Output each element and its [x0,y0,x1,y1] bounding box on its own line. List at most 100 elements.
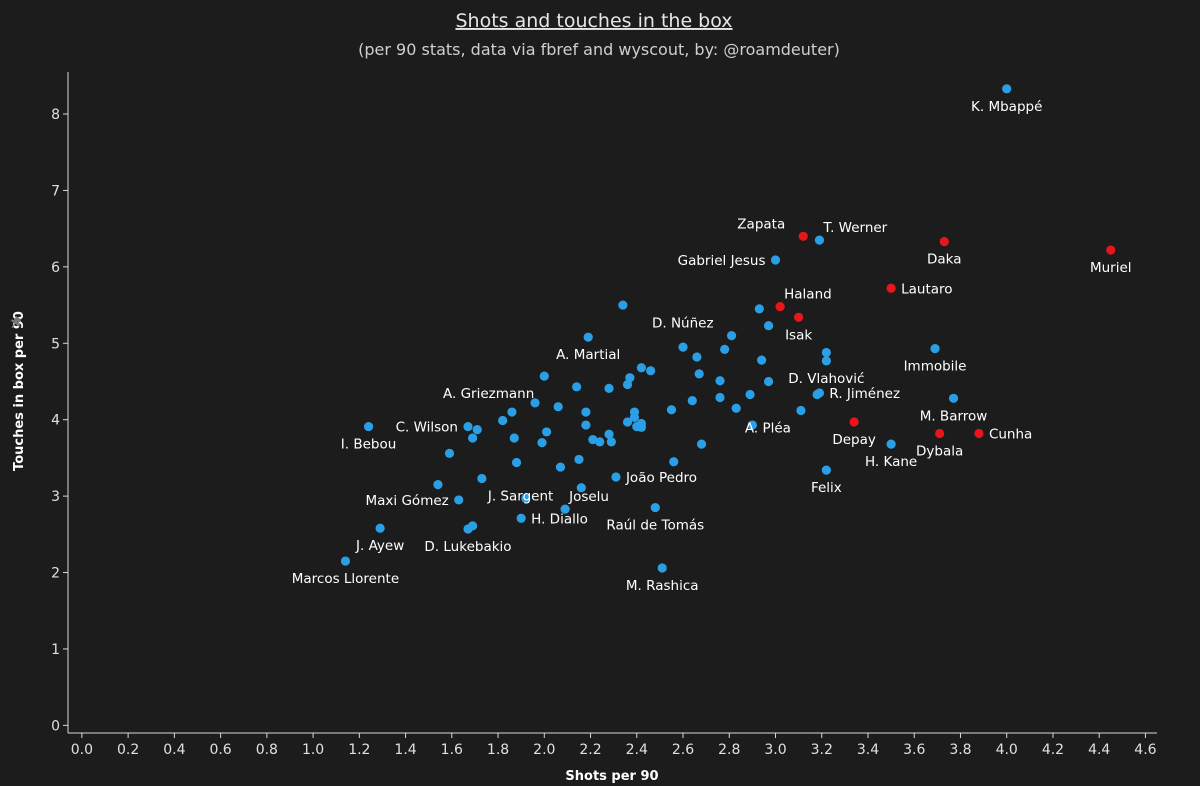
data-point[interactable] [595,437,605,447]
data-point[interactable] [588,434,598,445]
data-point[interactable] [576,483,586,493]
x-tick-label: 2.0 [533,742,555,758]
data-point[interactable] [935,428,945,439]
data-point[interactable] [581,420,591,430]
data-point[interactable] [974,428,984,439]
data-point[interactable] [798,231,808,241]
data-point[interactable] [775,301,785,312]
data-point[interactable] [694,369,704,379]
x-tick-label: 4.0 [996,742,1018,758]
x-tick-label: 0.0 [71,742,93,758]
data-point[interactable] [636,363,647,373]
data-point[interactable] [622,379,633,390]
data-point[interactable] [553,402,563,412]
data-point[interactable] [692,352,702,362]
data-point[interactable] [678,342,688,352]
data-point[interactable] [463,524,473,534]
data-point[interactable] [498,415,508,426]
data-point[interactable] [821,347,831,358]
data-point[interactable] [657,563,667,573]
data-point[interactable] [669,457,679,467]
data-point[interactable] [511,457,522,468]
data-point[interactable] [632,421,642,432]
data-point[interactable] [731,403,741,413]
data-point[interactable] [340,556,351,566]
data-point[interactable] [886,439,896,449]
data-point[interactable] [757,355,767,365]
data-point[interactable] [618,300,628,310]
data-point[interactable] [604,383,614,393]
data-point[interactable] [814,235,825,245]
data-point[interactable] [747,420,757,430]
data-point[interactable] [646,366,656,376]
point-label: Depay [832,432,876,448]
data-point[interactable] [539,371,549,381]
data-point[interactable] [555,462,566,472]
data-point[interactable] [468,433,478,443]
data-point[interactable] [930,344,940,354]
data-point[interactable] [1106,245,1116,255]
point-label: K. Mbappé [971,99,1042,115]
data-point[interactable] [629,412,640,423]
data-point[interactable] [650,502,660,513]
data-point[interactable] [886,283,896,293]
data-point[interactable] [794,312,804,322]
data-point[interactable] [472,425,482,435]
data-point[interactable] [796,405,806,416]
point-label: J. Sargent [487,489,553,505]
y-tick-label: 0 [51,718,60,734]
data-point[interactable] [574,454,584,465]
data-point[interactable] [715,376,725,386]
data-point[interactable] [763,376,774,387]
data-point[interactable] [687,395,697,406]
data-point[interactable] [948,393,959,403]
data-point[interactable] [375,523,385,533]
data-point[interactable] [509,433,519,443]
data-point[interactable] [754,304,764,314]
data-point[interactable] [463,421,473,432]
data-point[interactable] [745,389,755,400]
data-point[interactable] [433,480,443,490]
point-label: J. Ayew [355,538,404,554]
data-point[interactable] [1002,84,1012,94]
data-point[interactable] [572,382,582,392]
data-point[interactable] [521,493,531,504]
x-tick-label: 0.6 [209,742,231,758]
point-label: D. Vlahović [788,371,864,387]
data-point[interactable] [606,437,616,447]
data-point[interactable] [622,417,633,427]
data-point[interactable] [454,495,464,505]
data-point[interactable] [560,504,570,514]
data-point[interactable] [821,356,831,366]
data-point[interactable] [537,438,547,448]
data-point[interactable] [939,237,949,247]
data-point[interactable] [611,472,621,482]
y-tick-label: 3 [51,489,60,505]
data-point[interactable] [477,473,487,484]
data-point[interactable] [715,392,725,403]
point-label: Raúl de Tomás [606,518,704,534]
data-point[interactable] [583,332,593,342]
data-point[interactable] [363,421,374,432]
data-point[interactable] [666,405,677,415]
data-point[interactable] [763,321,774,331]
data-point[interactable] [516,513,526,523]
data-point[interactable] [849,417,859,427]
data-point[interactable] [507,407,517,417]
data-point[interactable] [770,255,781,265]
data-point[interactable] [444,448,455,458]
x-tick-label: 2.4 [626,742,648,758]
point-label: Isak [785,327,812,343]
data-point[interactable] [604,429,614,439]
data-point[interactable] [530,398,540,408]
data-point[interactable] [581,407,591,417]
data-point[interactable] [726,331,737,341]
data-point[interactable] [812,389,822,400]
pin-icon[interactable] [8,315,23,331]
data-point[interactable] [542,427,552,437]
data-point[interactable] [720,344,730,354]
point-label: Daka [927,252,962,268]
data-point[interactable] [696,439,707,449]
data-point[interactable] [821,465,831,475]
